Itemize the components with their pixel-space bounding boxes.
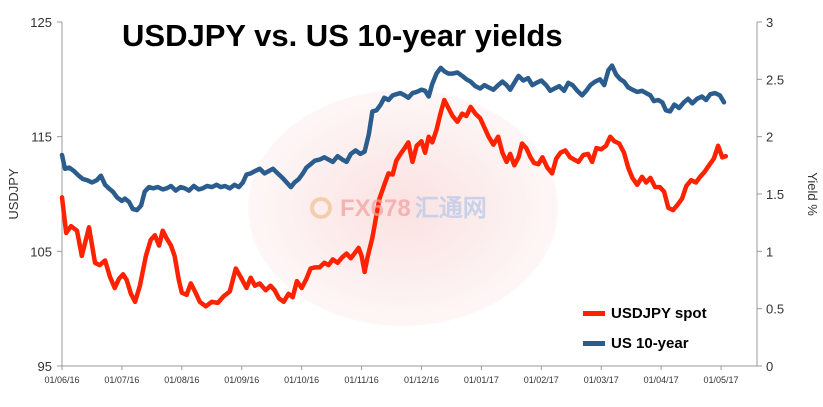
- legend-item-usdjpy: USDJPY spot: [583, 298, 707, 328]
- watermark-logo-icon: [310, 197, 332, 219]
- watermark: FX678 汇通网: [310, 188, 487, 223]
- legend-label-usdjpy: USDJPY spot: [611, 304, 707, 322]
- series-line-usdjpy-spot: [59, 97, 729, 309]
- legend-swatch-usdjpy: [583, 310, 605, 316]
- y-right-tick-label: 0: [766, 359, 773, 374]
- y-right-tick-label: 0.5: [766, 302, 784, 317]
- y-right-tick-label: 1.5: [766, 187, 784, 202]
- x-tick-label: 01/03/17: [584, 375, 619, 385]
- legend-label-us10y: US 10-year: [611, 334, 689, 352]
- x-tick-label: 01/10/16: [284, 375, 319, 385]
- y-right-tick-label: 2: [766, 130, 773, 145]
- chart-title: USDJPY vs. US 10-year yields: [122, 18, 563, 53]
- legend-swatch-us10y: [583, 340, 605, 346]
- legend: USDJPY spot US 10-year: [583, 298, 707, 358]
- x-tick-label: 01/09/16: [224, 375, 259, 385]
- y-left-tick-label: 95: [38, 359, 52, 374]
- watermark-ellipse: [248, 90, 558, 326]
- x-tick-label: 01/12/16: [404, 375, 439, 385]
- x-tick-label: 01/05/17: [704, 375, 739, 385]
- y-left-tick-label: 115: [31, 130, 52, 145]
- x-tick-label: 01/11/16: [344, 375, 378, 385]
- y-left-tick-label: 105: [30, 244, 52, 259]
- y-right-tick-label: 1: [766, 244, 773, 259]
- x-tick-label: 01/06/16: [44, 375, 79, 385]
- x-tick-label: 01/07/16: [104, 375, 139, 385]
- watermark-text: FX678: [340, 195, 411, 222]
- y-right-tick-label: 2.5: [766, 72, 784, 87]
- watermark-text-cn: 汇通网: [414, 195, 487, 222]
- x-tick-label: 01/01/17: [464, 375, 499, 385]
- legend-item-us10y: US 10-year: [583, 328, 707, 358]
- series-line-us-10-year: [59, 63, 727, 213]
- x-tick-label: 01/02/17: [524, 375, 559, 385]
- y-left-axis-label: USDJPY: [6, 168, 21, 220]
- y-right-tick-label: 3: [766, 15, 773, 30]
- x-tick-label: 01/08/16: [164, 375, 199, 385]
- x-tick-label: 01/04/17: [644, 375, 679, 385]
- y-left-tick-label: 125: [30, 15, 52, 30]
- y-right-axis-label: Yield %: [805, 172, 820, 216]
